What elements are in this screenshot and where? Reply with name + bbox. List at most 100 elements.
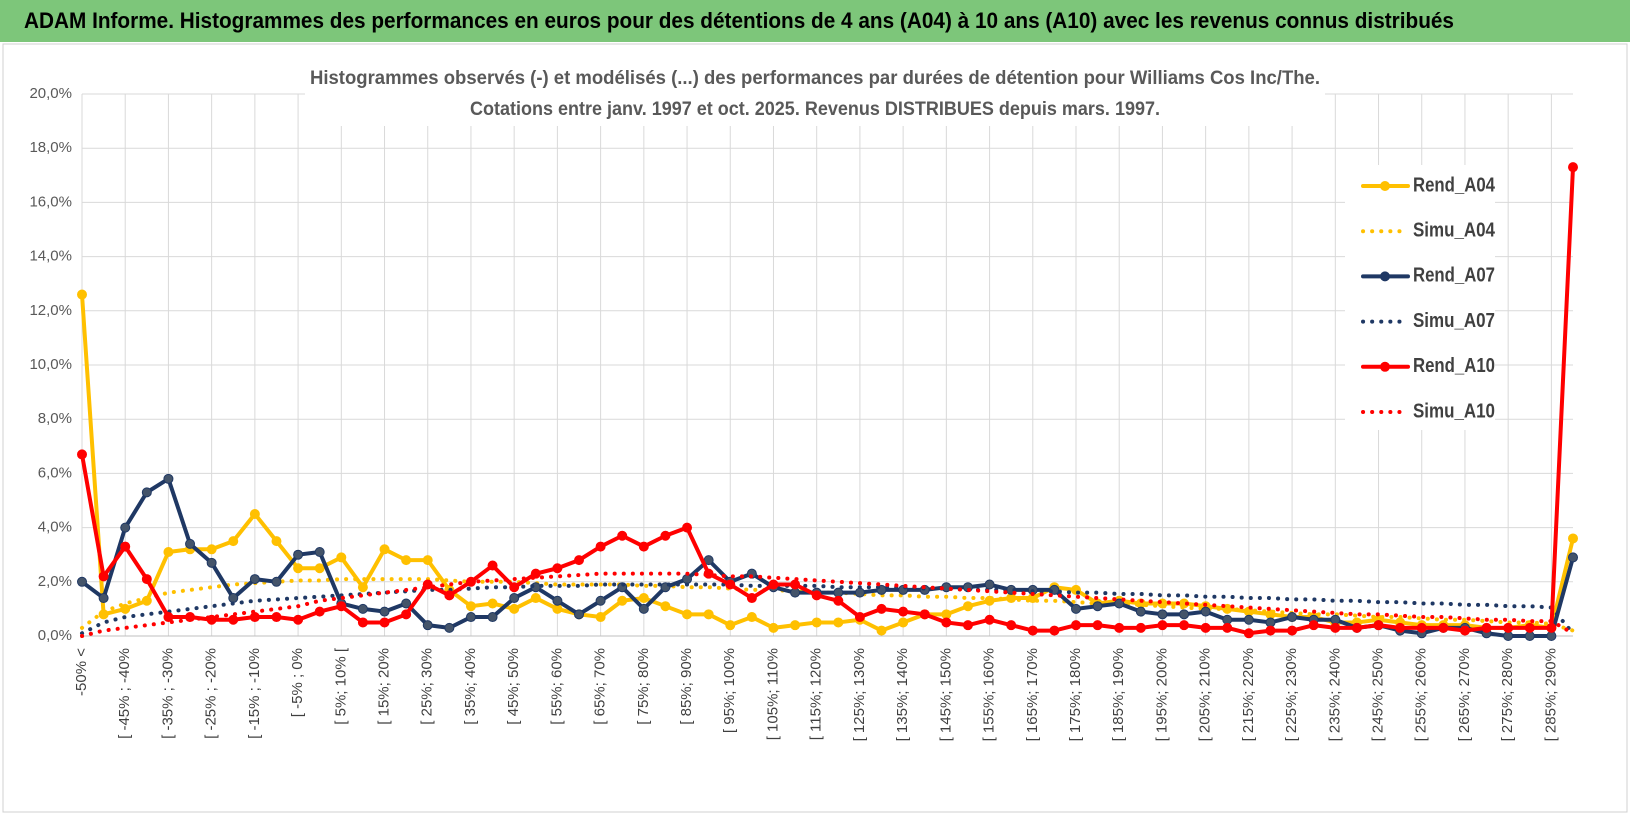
data-point bbox=[530, 593, 541, 604]
data-point bbox=[1308, 620, 1319, 631]
x-tick-label: -50% < bbox=[73, 648, 90, 696]
data-point bbox=[77, 289, 87, 300]
data-point bbox=[509, 603, 520, 614]
data-point bbox=[638, 603, 649, 614]
data-point bbox=[811, 590, 822, 601]
data-point bbox=[790, 579, 801, 590]
data-point bbox=[984, 614, 995, 625]
x-tick-label: [ 25%; 30% bbox=[419, 648, 436, 725]
data-point bbox=[357, 582, 368, 593]
data-point bbox=[120, 522, 131, 533]
data-point bbox=[1071, 620, 1081, 631]
data-point bbox=[1265, 625, 1276, 636]
data-point bbox=[1157, 609, 1168, 620]
data-point bbox=[1157, 620, 1168, 631]
data-point bbox=[1395, 622, 1406, 633]
data-point bbox=[249, 574, 260, 585]
legend-label: Rend_A04 bbox=[1413, 174, 1496, 196]
x-tick-label: [ 115%; 120% bbox=[808, 648, 825, 740]
series-line bbox=[80, 582, 1575, 636]
data-point bbox=[530, 568, 541, 579]
data-point bbox=[1568, 552, 1578, 563]
data-point bbox=[228, 614, 239, 625]
data-point bbox=[314, 546, 325, 557]
data-point bbox=[509, 593, 520, 604]
data-point bbox=[725, 620, 736, 631]
data-point bbox=[1114, 622, 1125, 633]
x-tick-label: [ 95%; 100% bbox=[721, 648, 738, 733]
data-point bbox=[703, 609, 714, 620]
data-point bbox=[768, 579, 779, 590]
data-point bbox=[1200, 622, 1211, 633]
legend-marker bbox=[1380, 181, 1390, 191]
data-point bbox=[1006, 620, 1017, 631]
data-point bbox=[487, 598, 498, 609]
data-point bbox=[1546, 622, 1557, 633]
data-point bbox=[1524, 622, 1535, 633]
data-point bbox=[638, 593, 649, 604]
data-point bbox=[1114, 598, 1125, 609]
data-point bbox=[595, 612, 606, 623]
data-point bbox=[379, 617, 390, 628]
y-tick-label: 8,0% bbox=[38, 410, 72, 427]
data-point bbox=[1459, 625, 1470, 636]
data-point bbox=[962, 601, 973, 612]
data-point bbox=[357, 603, 368, 614]
data-point bbox=[314, 563, 325, 574]
data-point bbox=[984, 579, 995, 590]
x-tick-label: [ 55%; 60% bbox=[548, 648, 565, 725]
data-point bbox=[401, 598, 412, 609]
data-point bbox=[1568, 162, 1578, 173]
data-point bbox=[401, 609, 412, 620]
x-tick-label: [ 5%; 10% [ bbox=[332, 647, 349, 725]
x-tick-label: [ 125%; 130% bbox=[851, 648, 868, 741]
data-point bbox=[1373, 620, 1384, 631]
data-point bbox=[876, 603, 887, 614]
y-tick-label: 4,0% bbox=[38, 519, 72, 536]
data-point bbox=[552, 563, 563, 574]
data-point bbox=[660, 530, 671, 541]
data-point bbox=[552, 595, 563, 606]
subtitle: Cotations entre janv. 1997 et oct. 2025.… bbox=[470, 99, 1160, 120]
x-tick-label: [ 255%; 260% bbox=[1413, 648, 1430, 741]
series-line bbox=[80, 476, 1575, 638]
data-point bbox=[1243, 614, 1254, 625]
x-tick-label: [ 75%; 80% bbox=[635, 648, 652, 725]
series-line bbox=[80, 571, 1575, 638]
data-point bbox=[746, 612, 757, 623]
x-tick-label: [ 155%; 160% bbox=[981, 648, 998, 741]
chart-title: ADAM Informe. Histogrammes des performan… bbox=[24, 8, 1454, 33]
data-point bbox=[77, 449, 87, 460]
data-point bbox=[444, 590, 455, 601]
y-tick-label: 18,0% bbox=[29, 139, 72, 156]
data-point bbox=[595, 541, 606, 552]
data-point bbox=[98, 593, 109, 604]
x-tick-label: [ 85%; 90% bbox=[678, 648, 695, 725]
data-point bbox=[206, 557, 217, 568]
data-point bbox=[509, 582, 520, 593]
legend-label: Simu_A10 bbox=[1413, 400, 1495, 422]
x-tick-label: [ -45% ; -40% bbox=[116, 648, 133, 739]
data-point bbox=[1092, 620, 1103, 631]
data-point bbox=[120, 603, 131, 614]
y-tick-label: 14,0% bbox=[29, 248, 72, 265]
legend-label: Simu_A07 bbox=[1413, 310, 1495, 332]
data-point bbox=[833, 617, 844, 628]
data-point bbox=[833, 595, 844, 606]
data-point bbox=[1135, 622, 1146, 633]
y-tick-label: 16,0% bbox=[29, 193, 72, 210]
data-point bbox=[293, 549, 304, 560]
data-point bbox=[919, 609, 930, 620]
data-point bbox=[336, 552, 347, 563]
y-tick-label: 20,0% bbox=[29, 85, 72, 102]
data-point bbox=[1503, 622, 1514, 633]
data-point bbox=[1438, 622, 1449, 633]
x-tick-label: [ 105%; 110% bbox=[764, 648, 781, 740]
data-point bbox=[1568, 533, 1578, 544]
data-point bbox=[228, 536, 239, 547]
data-point bbox=[77, 576, 87, 587]
data-point bbox=[379, 606, 390, 617]
x-tick-label: [ 265%; 270% bbox=[1456, 648, 1473, 741]
x-tick-label: [ 195%; 200% bbox=[1153, 648, 1170, 741]
data-point bbox=[163, 473, 174, 484]
